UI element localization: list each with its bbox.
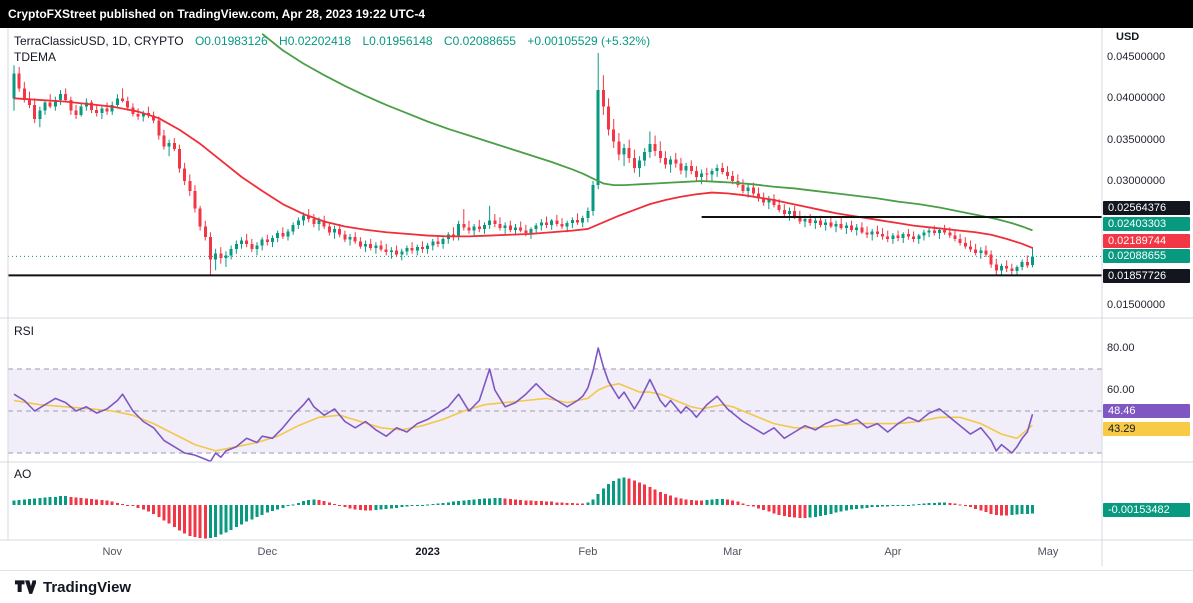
ohlc-open-value: 0.01983126	[204, 34, 268, 48]
ohlc-low-label: L	[362, 34, 370, 48]
attribution-text: CryptoFXStreet published on TradingView.…	[8, 7, 425, 21]
indicator-label-rsi[interactable]: RSI	[14, 324, 35, 338]
ohlc-high-label: H	[279, 34, 288, 48]
currency-label: USD	[1116, 31, 1140, 43]
ohlc-high-value: 0.02202418	[287, 34, 352, 48]
ohlc-open-label: O	[194, 34, 205, 48]
tradingview-logo-icon[interactable]	[14, 578, 36, 597]
time-scale[interactable]	[0, 540, 1102, 566]
change-value: +0.00105529 (+5.32%)	[527, 34, 651, 48]
price-scale[interactable]	[1102, 28, 1193, 566]
symbol-title[interactable]: TerraClassicUSD, 1D, CRYPTO	[14, 34, 184, 48]
footer-brand[interactable]: TradingView	[43, 578, 132, 596]
ohlc-close-value: 0.02088655	[452, 34, 516, 48]
indicator-label-ao[interactable]: AO	[14, 467, 32, 481]
indicator-label-tdema[interactable]: TDEMA	[14, 50, 56, 64]
ohlc-close-label: C	[443, 34, 453, 48]
ohlc-low-value: 0.01956148	[369, 34, 433, 48]
footer-bar: TradingView	[0, 570, 1193, 603]
attribution-bar: CryptoFXStreet published on TradingView.…	[0, 0, 1193, 28]
symbol-legend: TerraClassicUSD, 1D, CRYPTO O0.01983126 …	[14, 34, 650, 48]
